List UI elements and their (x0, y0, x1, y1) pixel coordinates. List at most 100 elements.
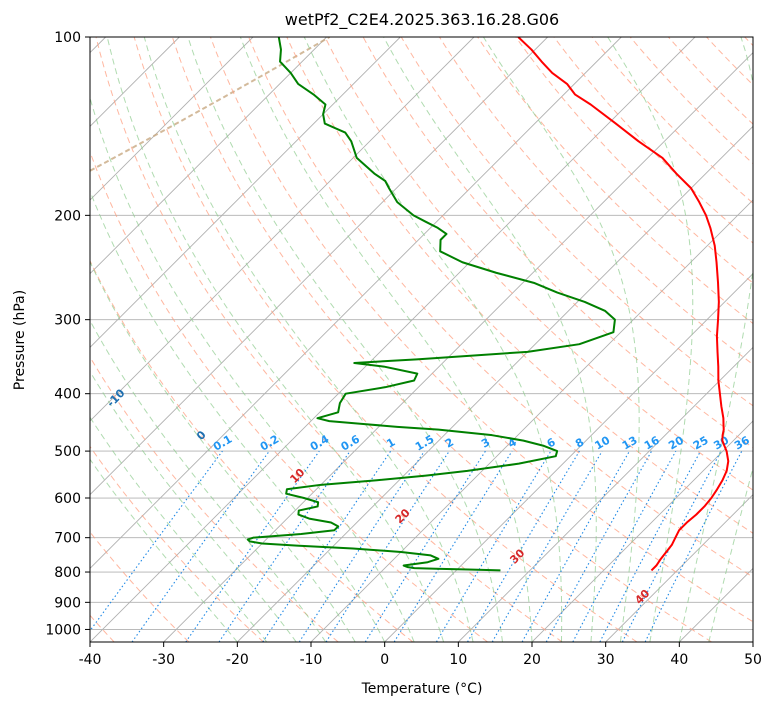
y-axis: 100 200 300 400 500 600 700 800 900 1000 (45, 30, 90, 638)
temperature-profile-line (517, 37, 730, 572)
mixing-ratio-label: 10 (593, 433, 613, 452)
y-axis-title: Pressure (hPa) (12, 290, 28, 390)
isotherm-line (90, 37, 254, 201)
dewpoint-profile-line (246, 37, 616, 572)
y-tick-label: 1000 (45, 622, 81, 638)
dry-adiabat-line (324, 37, 753, 491)
y-tick-label: 100 (54, 30, 81, 46)
y-tick-label: 700 (54, 531, 81, 547)
x-tick-label: -30 (152, 652, 175, 668)
x-tick-label: -20 (226, 652, 249, 668)
mixing-ratio-label: 3 (479, 436, 492, 451)
isotherm-line (90, 37, 622, 569)
mixing-ratio-line (572, 450, 677, 642)
isotherm-line (90, 37, 475, 422)
x-tick-label: 0 (380, 652, 389, 668)
dry-adiabat-label: -20 (26, 349, 49, 372)
moist-adiabat-line (143, 37, 474, 642)
moist-adiabat-line (106, 37, 445, 642)
plot-frame (89, 36, 754, 643)
mixing-ratio-lines (90, 450, 743, 642)
moist-adiabat-line (90, 416, 268, 642)
isotherm-line (458, 346, 753, 642)
dry-adiabat-line (629, 37, 753, 165)
plot-area: -100-90-80-70-60-50-40-30-20-10010203040… (26, 37, 753, 642)
isotherm-line (531, 420, 753, 642)
x-tick-label: 40 (670, 652, 688, 668)
mixing-ratio-line (599, 450, 702, 642)
dry-adiabat-label: 40 (632, 587, 652, 607)
mixing-ratio-line (90, 450, 223, 632)
y-tick-label: 200 (54, 208, 81, 224)
mixing-ratio-line (364, 450, 486, 642)
dry-adiabat-line (591, 37, 753, 204)
isotherm-line (163, 52, 753, 642)
x-tick-label: 20 (523, 652, 541, 668)
isotherm-line (605, 494, 753, 642)
mixing-ratio-line (467, 450, 580, 642)
moist-adiabat-line (708, 466, 753, 642)
dry-adiabat-line (90, 445, 264, 642)
y-tick-label: 300 (54, 313, 81, 329)
moist-adiabat-line (90, 458, 238, 642)
dry-adiabats (90, 37, 753, 642)
mixing-ratio-label: 8 (573, 436, 586, 451)
dry-adiabat-line (362, 37, 753, 449)
sounding-profiles (246, 37, 730, 572)
isotherm-line (679, 567, 753, 642)
dry-adiabat-line (90, 531, 190, 642)
dry-adiabat-label: 0 (194, 428, 209, 443)
mixing-ratio-label: 25 (691, 434, 711, 453)
dry-adiabat-line (744, 37, 753, 47)
dry-adiabat-line (668, 37, 753, 125)
mixing-ratio-label: 2 (443, 436, 456, 451)
dry-adiabat-line (95, 37, 563, 642)
y-tick-label: 600 (54, 491, 81, 507)
moist-adiabat-line (90, 96, 415, 642)
isotherm-line (752, 641, 753, 642)
mixing-ratio-line (435, 450, 552, 642)
y-tick-label: 400 (54, 387, 81, 403)
moist-adiabat-line (383, 37, 597, 642)
mixing-ratio-label: 0.4 (308, 432, 332, 453)
moist-adiabat-line (239, 37, 533, 642)
edge-curves (90, 37, 331, 172)
dry-adiabat-label: -10 (104, 386, 127, 409)
x-tick-label: 30 (597, 652, 615, 668)
moist-adiabat-line (482, 37, 640, 642)
y-tick-label: 800 (54, 565, 81, 581)
mixing-ratio-label: 1.5 (413, 433, 436, 454)
moist-adiabat-line (607, 37, 694, 642)
dry-adiabat-line (90, 259, 414, 642)
mixing-ratio-label: 1 (384, 436, 397, 451)
dry-adiabat-line (133, 37, 638, 642)
moist-adiabat-line (90, 260, 356, 642)
dry-adiabat-line (515, 37, 753, 284)
x-tick-label: 10 (449, 652, 467, 668)
mixing-ratio-labels: 0.1 0.2 0.4 0.6 1 1.5 2 3 4 6 8 10 13 16 20 25 30 36 (211, 432, 752, 453)
dry-adiabat-label: 30 (507, 546, 527, 566)
moist-adiabats (90, 37, 753, 642)
moist-adiabat-line (303, 37, 563, 642)
mixing-ratio-label: 20 (666, 433, 686, 452)
moist-adiabat-line (90, 319, 327, 642)
isotherm-line (90, 37, 401, 348)
dry-adiabat-line (400, 37, 753, 407)
y-tick-label: 500 (54, 444, 81, 460)
mixing-ratio-line (393, 450, 513, 642)
isobar-grid (90, 37, 753, 630)
mixing-ratio-label: 36 (732, 433, 752, 452)
moist-adiabat-line (678, 37, 753, 642)
mixing-ratio-line (545, 450, 653, 642)
chart-title: wetPf2_C2E4.2025.363.16.28.G06 (285, 10, 559, 30)
x-tick-label: -10 (300, 652, 323, 668)
dry-adiabat-line (210, 37, 753, 623)
isotherm-line (90, 37, 696, 642)
mixing-ratio-label: 30 (711, 433, 731, 452)
mixing-ratio-label: 0.1 (211, 433, 234, 454)
dry-adiabat-line (477, 37, 753, 325)
mixing-ratio-line (131, 450, 270, 642)
isotherm-line (90, 37, 327, 275)
